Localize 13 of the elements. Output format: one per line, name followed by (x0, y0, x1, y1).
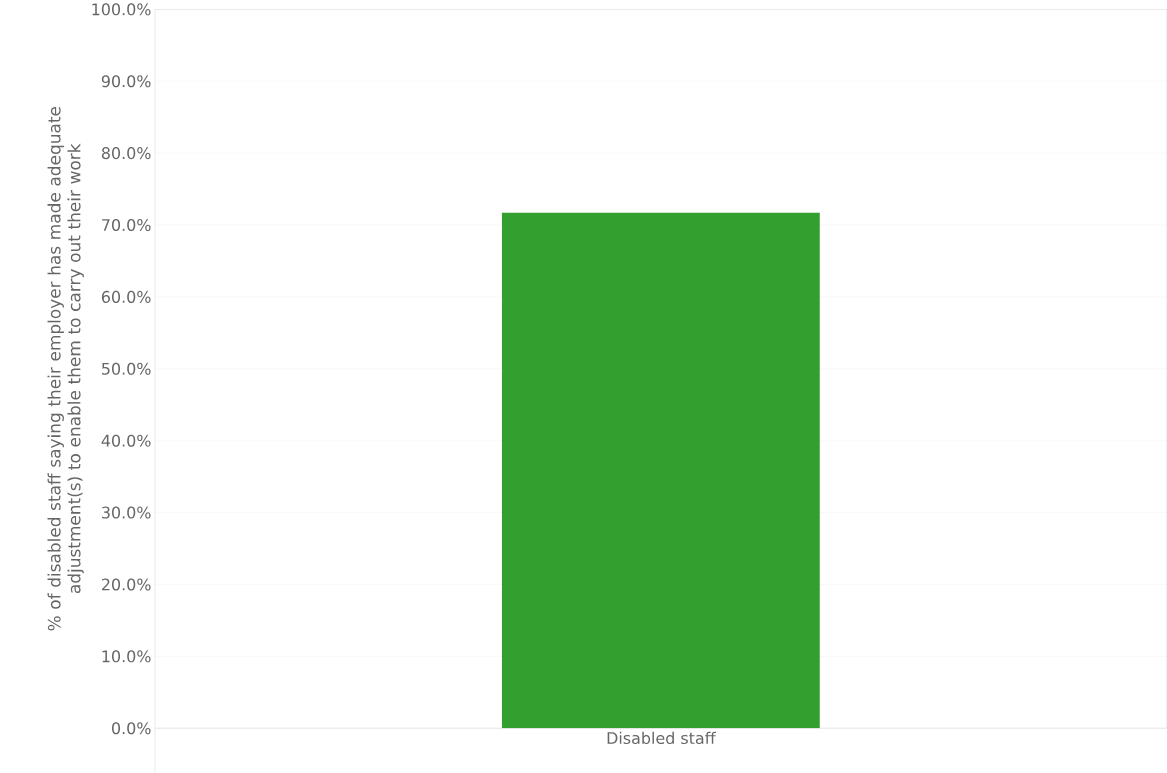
y-tick-label: 10.0% (102, 650, 151, 663)
x-tick-label: Disabled staff (607, 731, 716, 744)
y-tick-label: 0.0% (112, 722, 151, 735)
y-tick-label: 80.0% (101, 146, 151, 159)
y-tick-label: 30.0% (102, 506, 151, 519)
y-tick-label: 20.0% (102, 578, 151, 591)
y-axis-title: % of disabled staff saying their employer has made adequate adjustment(s) to enable them to carry out their work (47, 106, 84, 631)
y-tick-label: 90.0% (101, 75, 151, 88)
y-tick-label: 70.0% (102, 218, 151, 231)
y-tick-label: 50.0% (102, 362, 151, 375)
y-tick-label: 60.0% (101, 290, 151, 303)
y-tick-label: 40.0% (101, 434, 151, 447)
y-tick-label: 100.0% (92, 3, 151, 16)
